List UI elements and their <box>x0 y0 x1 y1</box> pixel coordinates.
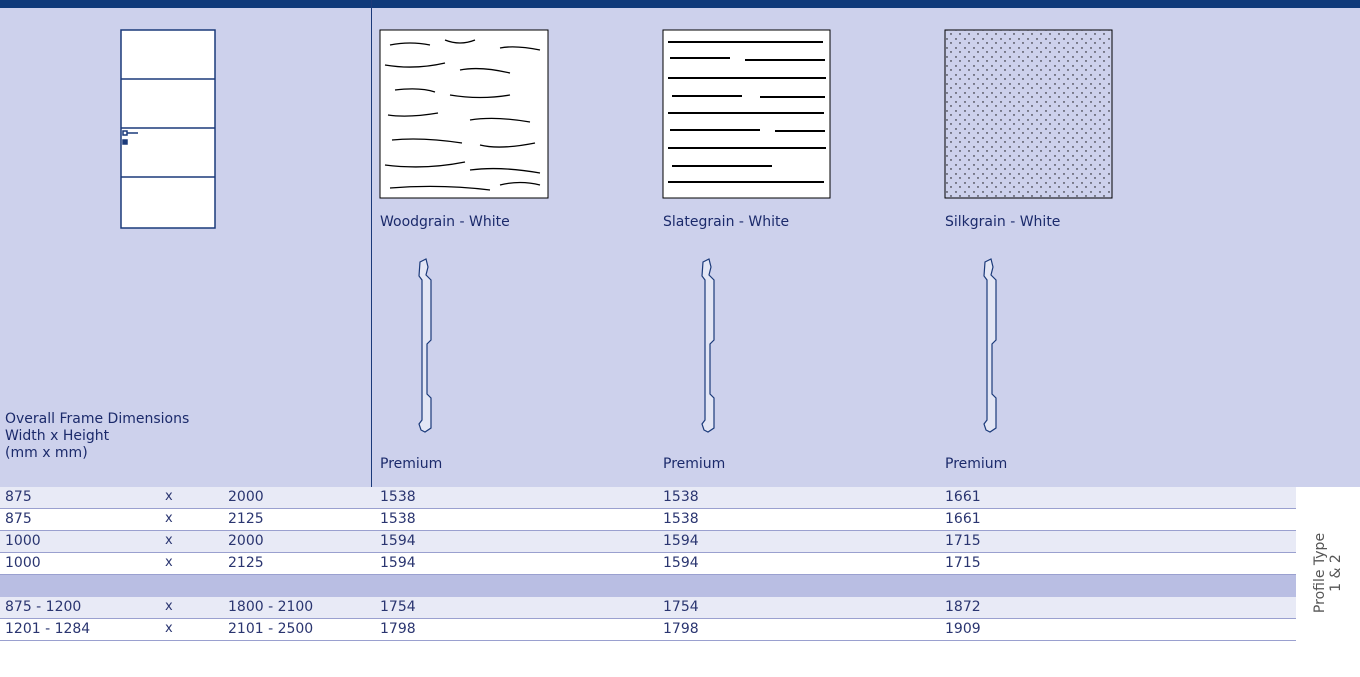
cell: 1909 <box>945 621 981 637</box>
slategrain <box>662 29 831 199</box>
cell: 1798 <box>663 621 699 637</box>
profile-name: Premium <box>380 456 443 472</box>
cell: 1800 - 2100 <box>228 599 314 615</box>
cell: 875 <box>5 511 32 527</box>
table-row: 875 x 2000 1538 1538 1661 <box>0 487 1296 509</box>
cell: 2125 <box>228 555 264 571</box>
table-row: 1201 - 1284 x 2101 - 2500 1798 1798 1909 <box>0 619 1296 641</box>
finish-name: Woodgrain - White <box>380 214 510 230</box>
woodgrain <box>379 29 549 199</box>
cell: 1594 <box>380 533 416 549</box>
cell: 1594 <box>663 533 699 549</box>
cell: 1538 <box>663 511 699 527</box>
profiles <box>418 258 997 433</box>
cell: 875 <box>5 489 32 505</box>
cell: 1000 <box>5 533 41 549</box>
side-line: 1 & 2 <box>1328 554 1344 592</box>
finish-name: Slategrain - White <box>663 214 790 230</box>
drawings <box>120 29 1113 433</box>
frame-label: Width x Height <box>5 428 110 444</box>
cell: x <box>165 599 173 614</box>
cell: 2125 <box>228 511 264 527</box>
cell: 1661 <box>945 511 981 527</box>
divider <box>371 0 372 487</box>
cell: 1594 <box>663 555 699 571</box>
cell: x <box>165 621 173 636</box>
cell: 2101 - 2500 <box>228 621 314 637</box>
side-line: Profile Type <box>1312 532 1328 614</box>
profile-name: Premium <box>663 456 726 472</box>
cell: 1661 <box>945 489 981 505</box>
cell: 2000 <box>228 533 264 549</box>
finish-name: Silkgrain - White <box>945 214 1061 230</box>
silkgrain <box>944 29 1113 199</box>
cell: 875 - 1200 <box>5 599 82 615</box>
cell: 1538 <box>380 489 416 505</box>
door <box>120 29 216 229</box>
cell: 1798 <box>380 621 416 637</box>
separator-row <box>0 575 1296 597</box>
side-text: Profile Type 1 & 2 <box>1312 531 1344 615</box>
cell: 1538 <box>380 511 416 527</box>
top-bar <box>0 0 1360 8</box>
cell: 1872 <box>945 599 981 615</box>
cell: 1000 <box>5 555 41 571</box>
cell: 1754 <box>380 599 416 615</box>
table-row: 1000 x 2000 1594 1594 1715 <box>0 531 1296 553</box>
cell: x <box>165 511 173 526</box>
cell: 1594 <box>380 555 416 571</box>
profile-name: Premium <box>945 456 1008 472</box>
cell: 1754 <box>663 599 699 615</box>
cell: 1715 <box>945 533 981 549</box>
frame-label: (mm x mm) <box>5 445 88 461</box>
cell: x <box>165 533 173 548</box>
frame-label: Overall Frame Dimensions <box>5 411 190 427</box>
cell: 1538 <box>663 489 699 505</box>
cell: 2000 <box>228 489 264 505</box>
cell: 1715 <box>945 555 981 571</box>
side-label: Profile Type 1 & 2 <box>1296 487 1360 641</box>
table-row: 1000 x 2125 1594 1594 1715 <box>0 553 1296 575</box>
table-row: 875 - 1200 x 1800 - 2100 1754 1754 1872 <box>0 597 1296 619</box>
cell: 1201 - 1284 <box>5 621 91 637</box>
table-row: 875 x 2125 1538 1538 1661 <box>0 509 1296 531</box>
cell: x <box>165 489 173 504</box>
cell: x <box>165 555 173 570</box>
